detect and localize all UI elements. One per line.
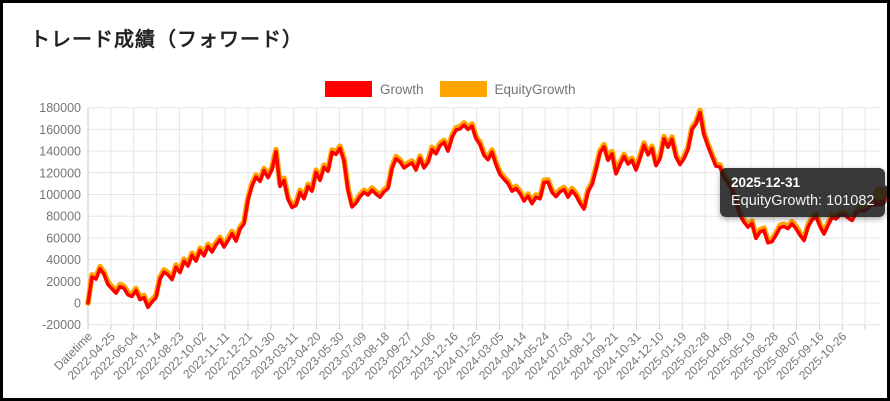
line-chart[interactable]: 180000 160000 140000 120000 100000 80000 60000… [3, 3, 890, 401]
chart-legend: Growth EquityGrowth [325, 81, 576, 97]
legend-item-growth: Growth [325, 81, 424, 97]
tooltip-value: EquityGrowth: 101082 [731, 193, 875, 209]
legend-label-growth: Growth [380, 81, 424, 97]
y-tick-label: -20000 [42, 318, 81, 332]
tooltip-date: 2025-12-31 [731, 175, 801, 190]
page-title: トレード成績（フォワード） [30, 29, 303, 51]
y-tick-label: 60000 [46, 231, 81, 245]
y-tick-label: 140000 [39, 145, 81, 159]
legend-swatch-equitygrowth [439, 81, 487, 97]
y-tick-label: 120000 [39, 166, 81, 180]
y-tick-label: 180000 [39, 101, 81, 115]
legend-label-equitygrowth: EquityGrowth [494, 81, 576, 97]
y-tick-label: 40000 [46, 253, 81, 267]
growth-line[interactable] [86, 110, 882, 310]
y-tick-label: 80000 [46, 210, 81, 224]
tooltip: 2025-12-31 EquityGrowth: 101082 [720, 168, 887, 217]
y-tick-label: 20000 [46, 275, 81, 289]
tooltip-arrow-icon [885, 185, 887, 199]
legend-item-equitygrowth: EquityGrowth [439, 81, 576, 97]
y-tick-label: 100000 [39, 188, 81, 202]
y-tick-label: 0 [74, 297, 81, 311]
legend-swatch-growth [325, 81, 372, 97]
y-tick-label: 160000 [39, 123, 81, 137]
